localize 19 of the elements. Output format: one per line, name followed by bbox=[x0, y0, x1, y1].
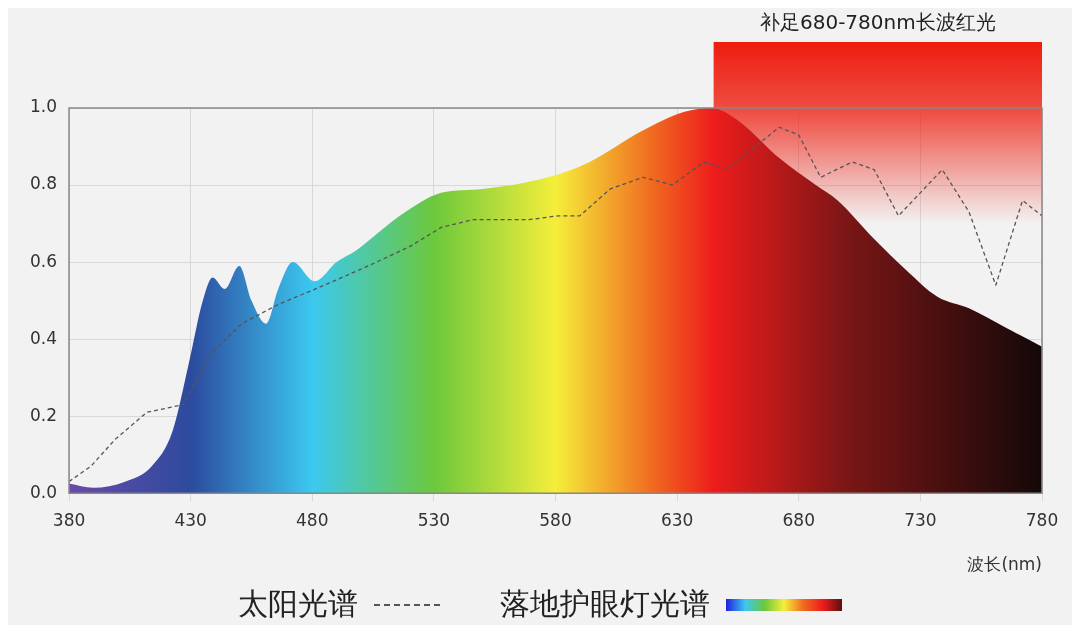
x-tick-label: 580 bbox=[539, 509, 572, 530]
x-tick-label: 530 bbox=[417, 509, 451, 530]
y-tick-label: 0.4 bbox=[29, 327, 58, 348]
x-tick-label: 430 bbox=[174, 509, 207, 530]
x-tick-label: 630 bbox=[660, 509, 694, 530]
x-tick-label: 780 bbox=[1025, 509, 1059, 530]
legend-label: 太阳光谱 bbox=[238, 585, 358, 623]
legend-label: 落地护眼灯光谱 bbox=[500, 585, 710, 623]
y-tick-label: 1.0 bbox=[29, 96, 58, 117]
y-tick-label: 0.8 bbox=[29, 173, 58, 194]
x-tick-label: 730 bbox=[904, 509, 937, 530]
x-tick-label: 380 bbox=[52, 509, 86, 530]
y-tick-label: 0.2 bbox=[29, 404, 58, 425]
y-tick-label: 0.6 bbox=[29, 250, 58, 271]
x-tick-label: 680 bbox=[782, 509, 815, 530]
band-label: 补足680-780nm长波红光 bbox=[759, 10, 996, 35]
x-tick-label: 480 bbox=[296, 509, 329, 530]
y-tick-label: 0.0 bbox=[29, 481, 58, 502]
x-axis-title: 波长(nm) bbox=[967, 554, 1042, 575]
